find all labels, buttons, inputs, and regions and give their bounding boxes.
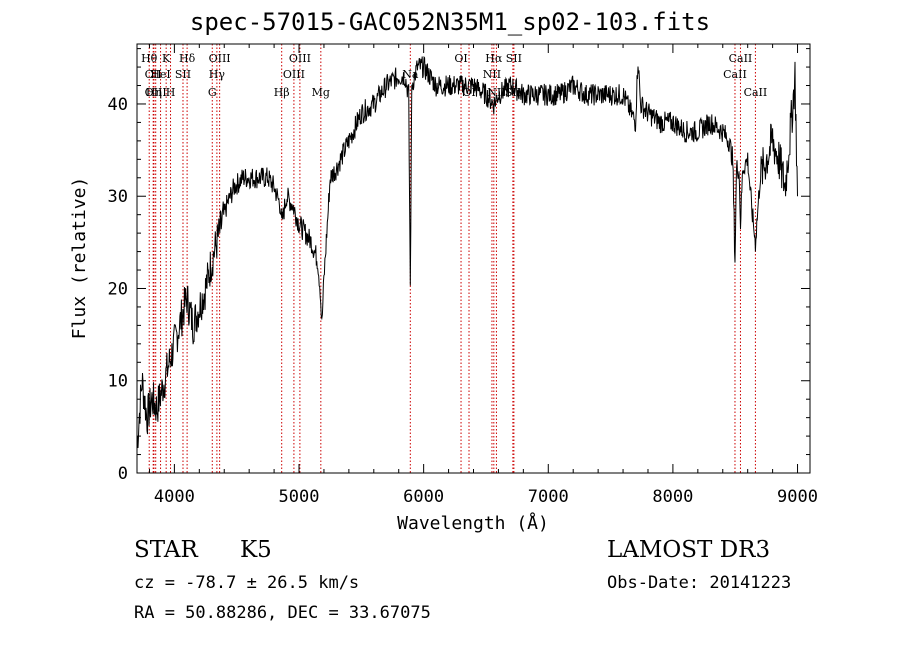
- line-label: G: [208, 86, 217, 99]
- line-label: OI: [462, 86, 475, 99]
- coordinates: RA = 50.88286, DEC = 33.67075: [134, 603, 431, 623]
- line-label: Hβ: [274, 86, 290, 99]
- line-label: Hη: [146, 86, 162, 99]
- x-tick-label: 8000: [652, 487, 693, 507]
- line-label: OI: [454, 52, 467, 65]
- line-label: CaII: [723, 68, 747, 81]
- plot-frame: [136, 43, 811, 474]
- x-tick-label: 4000: [154, 487, 195, 507]
- y-tick-label: 10: [108, 372, 128, 392]
- line-label: OIII: [283, 68, 305, 81]
- line-label: NII: [483, 68, 501, 81]
- line-label: OIII: [145, 86, 167, 99]
- y-axis-label: Flux (relative): [69, 177, 90, 340]
- spectrum-line: [136, 55, 798, 449]
- line-label: CII: [145, 68, 162, 81]
- x-tick-label: 5000: [279, 487, 320, 507]
- line-label: HeI: [150, 68, 170, 81]
- line-label: Hα: [485, 52, 503, 65]
- line-label: CaII: [744, 86, 768, 99]
- line-label: OIII: [209, 52, 231, 65]
- x-axis-ticks: 4000 5000 6000 7000 8000 9000: [148, 44, 818, 507]
- y-tick-label: 20: [108, 279, 128, 299]
- line-label: Na: [402, 68, 419, 81]
- object-subclass: K5: [240, 537, 272, 563]
- line-label: SII: [506, 52, 522, 65]
- line-label: K: [162, 52, 171, 65]
- line-label: Hθ: [141, 52, 158, 65]
- line-label: OIII: [289, 52, 311, 65]
- chart-title: spec-57015-GAC052N35M1_sp02-103.fits: [189, 8, 711, 36]
- x-axis-label: Wavelength (Å): [397, 512, 549, 534]
- object-class: STAR: [134, 537, 198, 563]
- redshift-velocity: cz = -78.7 ± 26.5 km/s: [134, 573, 360, 593]
- y-axis-ticks: 0 10 20 30 40: [108, 48, 810, 484]
- line-label: Hδ: [179, 52, 196, 65]
- x-tick-label: 7000: [528, 487, 569, 507]
- line-label: H: [166, 86, 176, 99]
- y-tick-label: 40: [108, 95, 128, 115]
- line-label: Hγ: [209, 68, 226, 81]
- y-tick-label: 30: [108, 187, 128, 207]
- line-markers: [148, 44, 756, 473]
- survey-name: LAMOST DR3: [607, 537, 771, 563]
- line-label: SII: [175, 68, 191, 81]
- x-tick-label: 9000: [777, 487, 818, 507]
- line-label: Mg: [312, 86, 330, 99]
- x-tick-label: 6000: [403, 487, 444, 507]
- line-label: CaII: [729, 52, 753, 65]
- y-tick-label: 0: [118, 464, 128, 484]
- line-labels: Hθ CII OIII K HeI Hη SII H Hδ OIII Hγ G OIII OIII Hβ Mg…: [141, 52, 767, 99]
- observation-date: Obs-Date: 20141223: [607, 573, 792, 593]
